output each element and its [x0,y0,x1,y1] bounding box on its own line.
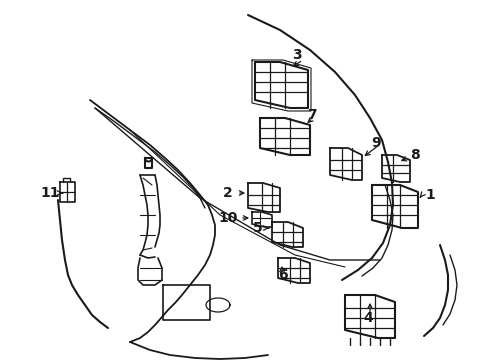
Text: 6: 6 [278,268,287,282]
Text: 1: 1 [424,188,434,202]
Text: 10: 10 [218,211,237,225]
Text: 3: 3 [292,48,301,62]
Text: 11: 11 [40,186,60,200]
Text: 5: 5 [253,221,263,235]
Text: 8: 8 [409,148,419,162]
Text: 7: 7 [306,108,316,122]
Text: 2: 2 [223,186,232,200]
Text: 4: 4 [363,311,372,325]
Text: 9: 9 [370,136,380,150]
